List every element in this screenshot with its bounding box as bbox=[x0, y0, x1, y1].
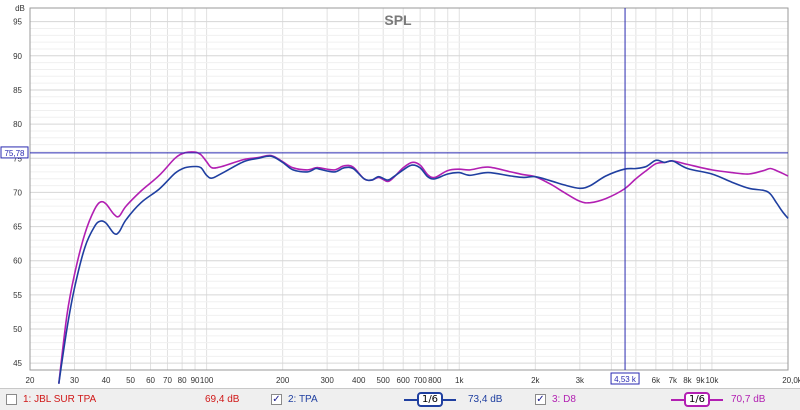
y-tick-label: 85 bbox=[13, 86, 22, 95]
x-tick-label: 20 bbox=[26, 376, 35, 385]
x-tick-label: 80 bbox=[178, 376, 187, 385]
legend-value-1: 69,4 dB bbox=[205, 394, 240, 405]
chart-title: SPL bbox=[384, 12, 412, 28]
y-tick-label: 55 bbox=[13, 291, 22, 300]
cursor-y-readout-box bbox=[0, 146, 29, 159]
y-tick-label: 50 bbox=[13, 325, 22, 334]
legend-label-2[interactable]: 2: TPA bbox=[288, 394, 318, 405]
x-tick-label: 9k bbox=[696, 376, 705, 385]
smoothing-selector-3[interactable]: 1/6 bbox=[671, 392, 723, 407]
x-tick-label: 400 bbox=[352, 376, 366, 385]
x-tick-label: 70 bbox=[163, 376, 172, 385]
x-tick-label: 20,0k Hz bbox=[782, 376, 800, 385]
legend-bar: 1: JBL SUR TPA 69,4 dB ✓ 2: TPA 1/6 73,4… bbox=[0, 388, 800, 410]
smoothing-label-3: 1/6 bbox=[684, 392, 710, 407]
cursor-y-readout: 75,78 bbox=[4, 149, 25, 158]
x-tick-label: 6k bbox=[652, 376, 661, 385]
y-tick-label: 45 bbox=[13, 359, 22, 368]
y-tick-label: 65 bbox=[13, 223, 22, 232]
legend-label-3[interactable]: 3: D8 bbox=[552, 394, 576, 405]
x-tick-label: 500 bbox=[377, 376, 391, 385]
cursor-x-readout: 4,53 k bbox=[614, 375, 637, 384]
legend-checkbox-2[interactable]: ✓ bbox=[271, 394, 282, 405]
series-line-2-tpa bbox=[58, 155, 789, 384]
y-tick-label: 95 bbox=[13, 18, 22, 27]
legend-value-2: 73,4 dB bbox=[468, 394, 503, 405]
x-tick-label: 8k bbox=[683, 376, 692, 385]
y-axis-unit: dB bbox=[15, 4, 25, 13]
x-tick-label: 30 bbox=[70, 376, 79, 385]
y-tick-label: 80 bbox=[13, 120, 22, 129]
smoothing-selector-2[interactable]: 1/6 bbox=[404, 392, 456, 407]
y-tick-label: 90 bbox=[13, 52, 22, 61]
x-tick-label: 1k bbox=[455, 376, 464, 385]
x-tick-label: 800 bbox=[428, 376, 442, 385]
x-tick-label: 60 bbox=[146, 376, 155, 385]
x-tick-label: 100 bbox=[200, 376, 214, 385]
y-tick-label: 75 bbox=[13, 154, 22, 163]
x-tick-label: 10k bbox=[705, 376, 719, 385]
legend-checkbox-3[interactable]: ✓ bbox=[535, 394, 546, 405]
x-tick-label: 90 bbox=[191, 376, 200, 385]
x-tick-label: 3k bbox=[576, 376, 585, 385]
x-tick-label: 7k bbox=[669, 376, 678, 385]
x-tick-label: 600 bbox=[397, 376, 411, 385]
x-tick-label: 700 bbox=[413, 376, 427, 385]
legend-checkbox-1[interactable] bbox=[6, 394, 17, 405]
x-tick-label: 2k bbox=[531, 376, 540, 385]
y-tick-label: 60 bbox=[13, 257, 22, 266]
cursor-x-readout-box bbox=[610, 372, 640, 385]
x-tick-label: 200 bbox=[276, 376, 290, 385]
series-line-3-d8 bbox=[58, 151, 789, 384]
y-tick-label: 70 bbox=[13, 188, 22, 197]
x-tick-label: 50 bbox=[126, 376, 135, 385]
smoothing-label-2: 1/6 bbox=[417, 392, 443, 407]
legend-label-1[interactable]: 1: JBL SUR TPA bbox=[23, 394, 97, 405]
legend-value-3: 70,7 dB bbox=[731, 394, 766, 405]
x-tick-label: 300 bbox=[320, 376, 334, 385]
x-tick-label: 40 bbox=[102, 376, 111, 385]
